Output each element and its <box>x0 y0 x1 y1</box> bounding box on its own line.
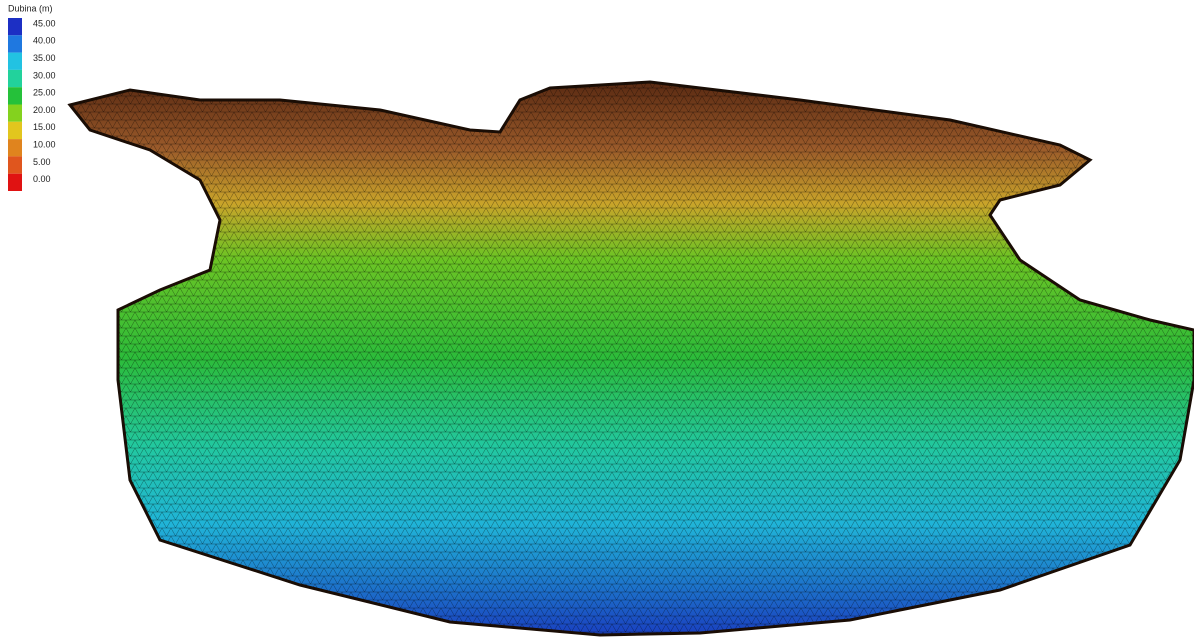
legend-label: 35.00 <box>33 53 56 63</box>
legend-label: 5.00 <box>33 157 51 167</box>
mesh-lines <box>67 80 1194 637</box>
legend-swatch <box>8 173 22 191</box>
legend-swatch <box>8 156 22 174</box>
legend-swatch <box>8 121 22 140</box>
legend-swatch <box>8 69 22 88</box>
legend-label: 20.00 <box>33 105 56 115</box>
legend-label: 10.00 <box>33 139 56 149</box>
legend-label: 30.00 <box>33 70 56 80</box>
legend: Dubina (m) 45.00 40.00 35.00 30.00 25.00 20.0… <box>8 3 56 191</box>
legend-swatch <box>8 139 22 157</box>
legend-label: 0.00 <box>33 174 51 184</box>
legend-swatch <box>8 87 22 105</box>
legend-swatch <box>8 104 22 122</box>
legend-label: 25.00 <box>33 88 56 98</box>
legend-swatch <box>8 52 22 70</box>
legend-label: 45.00 <box>33 18 56 28</box>
legend-swatch <box>8 35 22 53</box>
legend-title: Dubina (m) <box>8 3 53 13</box>
legend-swatch <box>8 18 22 36</box>
mesh-surface <box>67 80 1194 637</box>
legend-label: 15.00 <box>33 122 56 132</box>
legend-label: 40.00 <box>33 36 56 46</box>
